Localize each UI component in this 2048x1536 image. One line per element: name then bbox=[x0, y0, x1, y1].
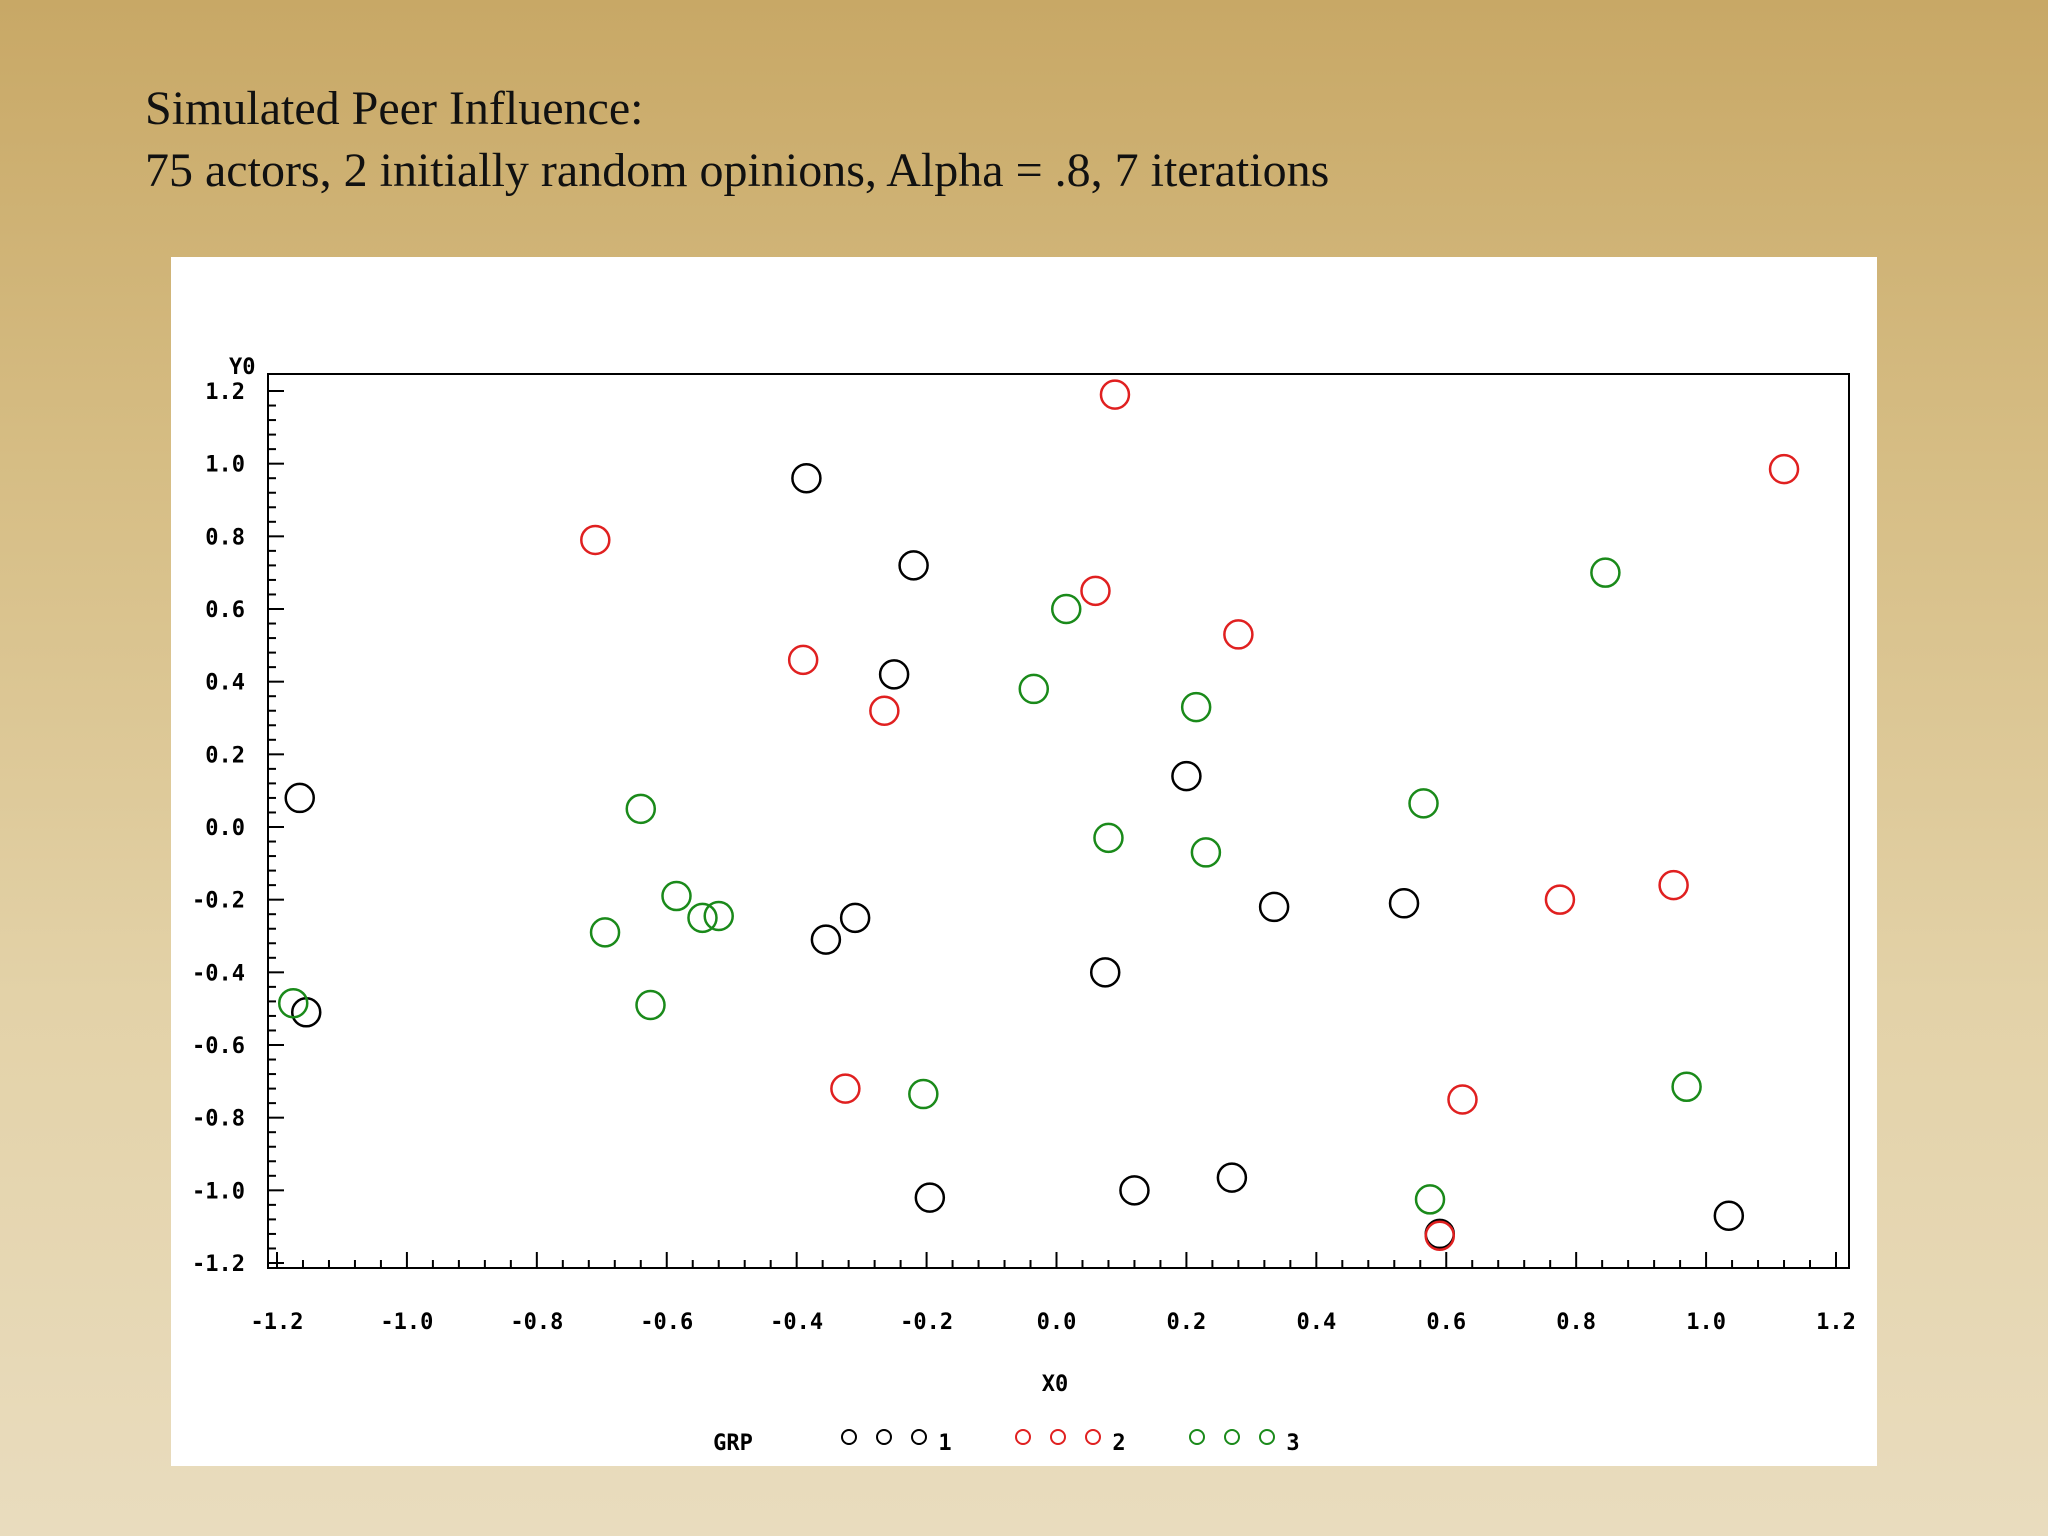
data-point-grp-3 bbox=[589, 917, 621, 948]
y-tick-label: -0.8 bbox=[192, 1107, 245, 1132]
data-point-grp-3 bbox=[661, 880, 692, 912]
y-tick-label: 0.0 bbox=[205, 816, 245, 841]
y-tick-label: 0.4 bbox=[205, 671, 245, 696]
legend-title: GRP bbox=[713, 1431, 753, 1456]
data-point-grp-1 bbox=[878, 659, 910, 690]
data-point-grp-1 bbox=[791, 462, 822, 494]
legend-marker-grp-2 bbox=[1085, 1429, 1101, 1445]
x-tick-label: 0.2 bbox=[1167, 1310, 1207, 1335]
data-point-grp-3 bbox=[703, 900, 734, 932]
y-tick-label: 0.6 bbox=[205, 598, 245, 623]
data-point-grp-3 bbox=[1671, 1071, 1702, 1103]
y-tick-label: 1.2 bbox=[205, 380, 245, 405]
y-tick-label: 0.8 bbox=[205, 525, 245, 550]
legend-marker-grp-1 bbox=[876, 1429, 892, 1445]
data-point-grp-3 bbox=[1050, 593, 1082, 625]
scatter-chart: -1.2 -1.0 -0.8 -0.6 -0.4 -0.2 0.0 0.2 0.4 0.6 0.8 1… bbox=[192, 355, 1856, 1456]
data-point-grp-1 bbox=[898, 550, 929, 581]
legend-marker-grp-3 bbox=[1259, 1429, 1275, 1445]
data-point-grp-3 bbox=[1018, 673, 1050, 705]
x-axis-label: X0 bbox=[1042, 1372, 1069, 1397]
data-point-grp-1 bbox=[810, 924, 842, 955]
x-tick-label: -0.2 bbox=[900, 1310, 953, 1335]
y-tick-label: -0.2 bbox=[192, 889, 245, 914]
y-tick-label: 1.0 bbox=[205, 453, 245, 478]
data-point-grp-1 bbox=[1089, 957, 1121, 988]
data-point-grp-3 bbox=[1093, 822, 1124, 854]
data-point-grp-3 bbox=[1590, 557, 1621, 588]
data-point-grp-3 bbox=[1180, 691, 1212, 723]
data-point-grp-3 bbox=[635, 989, 666, 1021]
legend-marker-grp-3 bbox=[1224, 1429, 1240, 1445]
data-point-grp-1 bbox=[1388, 888, 1420, 919]
data-point-grp-2 bbox=[1768, 453, 1800, 485]
x-tick-label: -1.2 bbox=[251, 1310, 304, 1335]
data-point-grp-2 bbox=[787, 644, 819, 676]
data-point-grp-1 bbox=[914, 1182, 946, 1213]
legend-label-grp-1: 1 bbox=[938, 1431, 951, 1456]
legend-marker-grp-2 bbox=[1015, 1429, 1031, 1445]
x-tick-label: 0.8 bbox=[1556, 1310, 1596, 1335]
y-tick-label: -1.2 bbox=[192, 1252, 245, 1277]
data-point-grp-1 bbox=[1216, 1162, 1248, 1193]
x-tick-label: -0.4 bbox=[770, 1310, 823, 1335]
x-tick-label: 1.0 bbox=[1686, 1310, 1726, 1335]
x-tick-label: 0.4 bbox=[1296, 1310, 1336, 1335]
data-point-grp-2 bbox=[1544, 884, 1576, 915]
legend-marker-grp-1 bbox=[841, 1429, 857, 1445]
data-point-grp-2 bbox=[580, 524, 611, 556]
data-point-grp-2 bbox=[1099, 379, 1131, 410]
x-tick-label: 0.0 bbox=[1037, 1310, 1077, 1335]
legend-label-grp-2: 2 bbox=[1112, 1431, 1125, 1456]
x-tick-label: -1.0 bbox=[380, 1310, 433, 1335]
legend-marker-grp-2 bbox=[1050, 1429, 1066, 1445]
y-tick-label: -0.6 bbox=[192, 1034, 245, 1059]
data-point-grp-3 bbox=[277, 987, 309, 1019]
data-point-grp-1 bbox=[1119, 1175, 1150, 1206]
data-point-grp-3 bbox=[625, 793, 657, 825]
data-point-grp-3 bbox=[1414, 1184, 1446, 1215]
data-point-grp-1 bbox=[1258, 891, 1290, 923]
title-line-2: 75 actors, 2 initially random opinions, … bbox=[145, 144, 1330, 197]
slide-title: Simulated Peer Influence: 75 actors, 2 i… bbox=[145, 78, 1329, 202]
y-tick-label: 0.2 bbox=[205, 743, 245, 768]
plot-frame bbox=[267, 373, 1850, 1269]
data-point-grp-2 bbox=[869, 695, 900, 726]
title-line-1: Simulated Peer Influence: bbox=[145, 82, 644, 135]
data-point-grp-1 bbox=[839, 902, 871, 934]
data-point-grp-3 bbox=[1408, 788, 1439, 819]
data-point-grp-2 bbox=[1223, 619, 1254, 650]
x-tick-label: 0.6 bbox=[1426, 1310, 1466, 1335]
plot-panel: -1.2 -1.0 -0.8 -0.6 -0.4 -0.2 0.0 0.2 0.4 0.6 0.8 1… bbox=[171, 257, 1877, 1466]
x-tick-label: 1.2 bbox=[1816, 1310, 1856, 1335]
y-tick-label: -1.0 bbox=[192, 1179, 245, 1204]
y-tick-label: -0.4 bbox=[192, 961, 245, 986]
data-point-grp-1 bbox=[1171, 760, 1202, 792]
data-point-grp-2 bbox=[1424, 1220, 1456, 1251]
data-point-grp-2 bbox=[1447, 1084, 1478, 1115]
data-point-grp-2 bbox=[830, 1073, 861, 1104]
data-point-grp-3 bbox=[1190, 837, 1222, 868]
legend-marker-grp-3 bbox=[1189, 1429, 1205, 1445]
x-tick-label: -0.8 bbox=[510, 1310, 563, 1335]
data-point-grp-3 bbox=[908, 1078, 939, 1110]
data-point-grp-3 bbox=[687, 902, 718, 934]
data-point-grp-1 bbox=[1713, 1200, 1745, 1232]
x-tick-label: -0.6 bbox=[640, 1310, 693, 1335]
data-point-grp-1 bbox=[284, 782, 315, 814]
y-axis-label: Y0 bbox=[229, 355, 256, 380]
data-point-grp-2 bbox=[1658, 869, 1689, 901]
data-point-grp-2 bbox=[1080, 575, 1111, 607]
legend-label-grp-3: 3 bbox=[1286, 1431, 1299, 1456]
legend-marker-grp-1 bbox=[911, 1429, 927, 1445]
